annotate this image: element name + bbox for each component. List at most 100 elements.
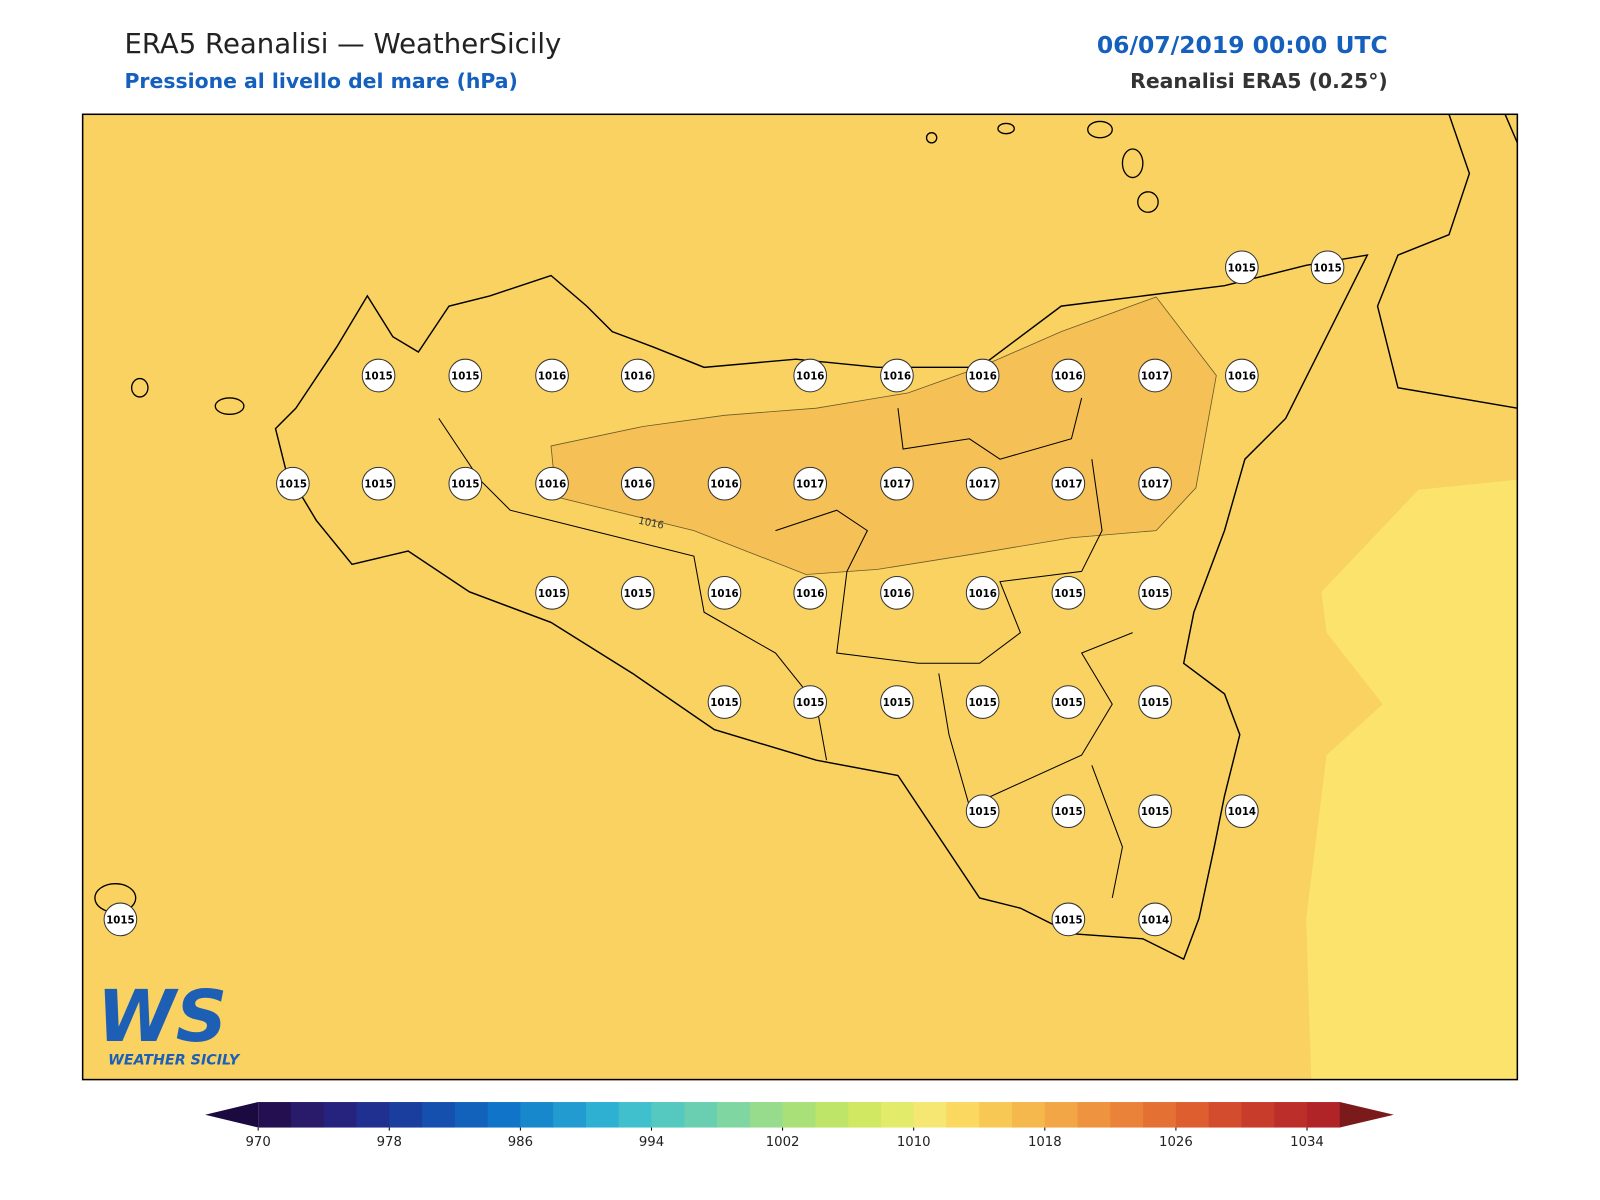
- station-value: 1015: [451, 372, 479, 383]
- station-marker: [793, 685, 828, 719]
- station-value: 1016: [710, 480, 738, 491]
- colorbar-box: [749, 1102, 784, 1128]
- station-marker: [880, 466, 914, 501]
- station-value: 1015: [1141, 807, 1169, 818]
- station-marker: [707, 466, 742, 501]
- station-value: 1015: [451, 480, 479, 491]
- colorbar-over: [1339, 1102, 1394, 1128]
- colorbar-tick-label: 986: [508, 1135, 533, 1150]
- colorbar: 970 978 986 994 1002 1010 1018 1026 1034: [205, 1102, 1394, 1150]
- colorbar-box: [1241, 1102, 1275, 1128]
- station-marker: [620, 358, 655, 393]
- station: 1016: [965, 358, 1000, 393]
- station: 1017: [1138, 466, 1172, 501]
- colorbar-box: [1175, 1102, 1210, 1128]
- station-value: 1016: [1054, 372, 1082, 383]
- station-value: 1017: [1141, 480, 1169, 491]
- station: 1015: [620, 576, 655, 610]
- station: 1014: [1138, 902, 1172, 937]
- colorbar-box: [913, 1102, 947, 1128]
- station-value: 1015: [1054, 589, 1082, 600]
- station: 1016: [535, 466, 569, 501]
- station: 1016: [1225, 358, 1259, 393]
- colorbar-tick-label: 1002: [766, 1135, 800, 1150]
- station-value: 1015: [364, 480, 392, 491]
- colorbar-box: [1208, 1102, 1242, 1128]
- station-value: 1015: [1313, 263, 1341, 274]
- station: 1015: [535, 576, 569, 610]
- station-value: 1015: [883, 698, 911, 709]
- station-value: 1017: [1054, 480, 1082, 491]
- station: 1015: [1310, 250, 1345, 285]
- colorbar-tick-label: 978: [377, 1135, 402, 1150]
- source: Reanalisi ERA5 (0.25°): [1130, 69, 1388, 93]
- station-marker: [1051, 902, 1086, 937]
- station-marker: [1051, 466, 1086, 501]
- station-marker: [793, 358, 828, 393]
- station: 1017: [793, 466, 828, 501]
- station-marker: [707, 685, 742, 719]
- station: 1015: [1225, 250, 1259, 285]
- colorbar-box: [880, 1102, 915, 1128]
- station: 1015: [1051, 902, 1086, 937]
- station-marker: [793, 576, 828, 610]
- station-value: 1017: [968, 480, 996, 491]
- station: 1015: [361, 358, 396, 393]
- datetime: 06/07/2019 00:00 UTC: [1097, 31, 1388, 59]
- station-marker: [965, 576, 1000, 610]
- station: 1015: [276, 466, 310, 501]
- colorbar-tick-label: 994: [639, 1135, 664, 1150]
- map-frame: [81, 113, 1519, 1081]
- station-value: 1016: [538, 480, 566, 491]
- station-value: 1015: [1054, 915, 1082, 926]
- station-value: 1015: [968, 807, 996, 818]
- colorbar-box: [848, 1102, 882, 1128]
- station-value: 1015: [106, 915, 134, 926]
- station-value: 1016: [1228, 372, 1256, 383]
- station: 1015: [965, 685, 1000, 719]
- station: 1017: [965, 466, 1000, 501]
- station-marker: [620, 576, 655, 610]
- station-marker: [361, 358, 396, 393]
- station: 1015: [1138, 685, 1172, 719]
- station-marker: [880, 576, 914, 610]
- colorbar-box: [815, 1102, 849, 1128]
- station-value: 1015: [968, 698, 996, 709]
- colorbar-tick-label: 1034: [1290, 1135, 1324, 1150]
- colorbar-box: [618, 1102, 652, 1128]
- station: 1015: [1138, 794, 1172, 829]
- station: 1015: [707, 685, 742, 719]
- station: 1015: [448, 466, 483, 501]
- station-marker: [1225, 250, 1259, 285]
- station-value: 1017: [796, 480, 824, 491]
- colorbar-box: [1110, 1102, 1144, 1128]
- colorbar-box: [454, 1102, 489, 1128]
- colorbar-box: [1077, 1102, 1111, 1128]
- station: 1016: [535, 358, 569, 393]
- station: 1015: [361, 466, 396, 501]
- station-value: 1015: [1228, 263, 1256, 274]
- station-value: 1015: [1054, 807, 1082, 818]
- station-value: 1017: [883, 480, 911, 491]
- station-value: 1016: [624, 480, 652, 491]
- title: ERA5 Reanalisi — WeatherSicily: [124, 28, 561, 60]
- station-marker: [965, 794, 1000, 829]
- station: 1016: [620, 358, 655, 393]
- station: 1014: [1225, 794, 1259, 829]
- station-marker: [880, 685, 914, 719]
- colorbar-box: [1274, 1102, 1308, 1128]
- station-marker: [1051, 358, 1086, 393]
- station-value: 1016: [796, 589, 824, 600]
- station-value: 1016: [968, 372, 996, 383]
- station-marker: [1138, 794, 1172, 829]
- station-marker: [1138, 902, 1172, 937]
- station: 1016: [880, 358, 914, 393]
- station-marker: [965, 685, 1000, 719]
- station-marker: [1225, 358, 1259, 393]
- contour-label: 1016: [637, 516, 665, 532]
- province-borders: [438, 397, 1133, 899]
- station-value: 1015: [538, 589, 566, 600]
- colorbar-under: [205, 1102, 259, 1128]
- station-marker: [880, 358, 914, 393]
- station: 1016: [620, 466, 655, 501]
